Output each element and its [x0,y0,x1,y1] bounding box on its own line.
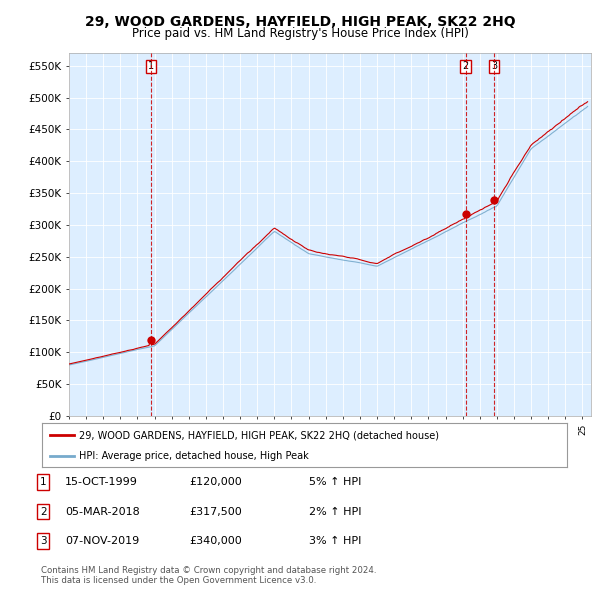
Text: 2: 2 [463,61,469,71]
Text: Contains HM Land Registry data © Crown copyright and database right 2024.
This d: Contains HM Land Registry data © Crown c… [41,566,376,585]
Text: 2% ↑ HPI: 2% ↑ HPI [309,507,361,516]
Text: £340,000: £340,000 [189,536,242,546]
Text: £317,500: £317,500 [189,507,242,516]
Text: 29, WOOD GARDENS, HAYFIELD, HIGH PEAK, SK22 2HQ (detached house): 29, WOOD GARDENS, HAYFIELD, HIGH PEAK, S… [79,431,439,440]
Text: 5% ↑ HPI: 5% ↑ HPI [309,477,361,487]
Text: 29, WOOD GARDENS, HAYFIELD, HIGH PEAK, SK22 2HQ: 29, WOOD GARDENS, HAYFIELD, HIGH PEAK, S… [85,15,515,29]
Text: 1: 1 [40,477,47,487]
Text: 1: 1 [148,61,154,71]
Text: HPI: Average price, detached house, High Peak: HPI: Average price, detached house, High… [79,451,308,461]
Text: 3: 3 [491,61,497,71]
Text: 2: 2 [40,507,47,516]
Text: £120,000: £120,000 [189,477,242,487]
Text: 3: 3 [40,536,47,546]
Text: 07-NOV-2019: 07-NOV-2019 [65,536,139,546]
Text: 05-MAR-2018: 05-MAR-2018 [65,507,140,516]
Text: Price paid vs. HM Land Registry's House Price Index (HPI): Price paid vs. HM Land Registry's House … [131,27,469,40]
Text: 3% ↑ HPI: 3% ↑ HPI [309,536,361,546]
Text: 15-OCT-1999: 15-OCT-1999 [65,477,137,487]
